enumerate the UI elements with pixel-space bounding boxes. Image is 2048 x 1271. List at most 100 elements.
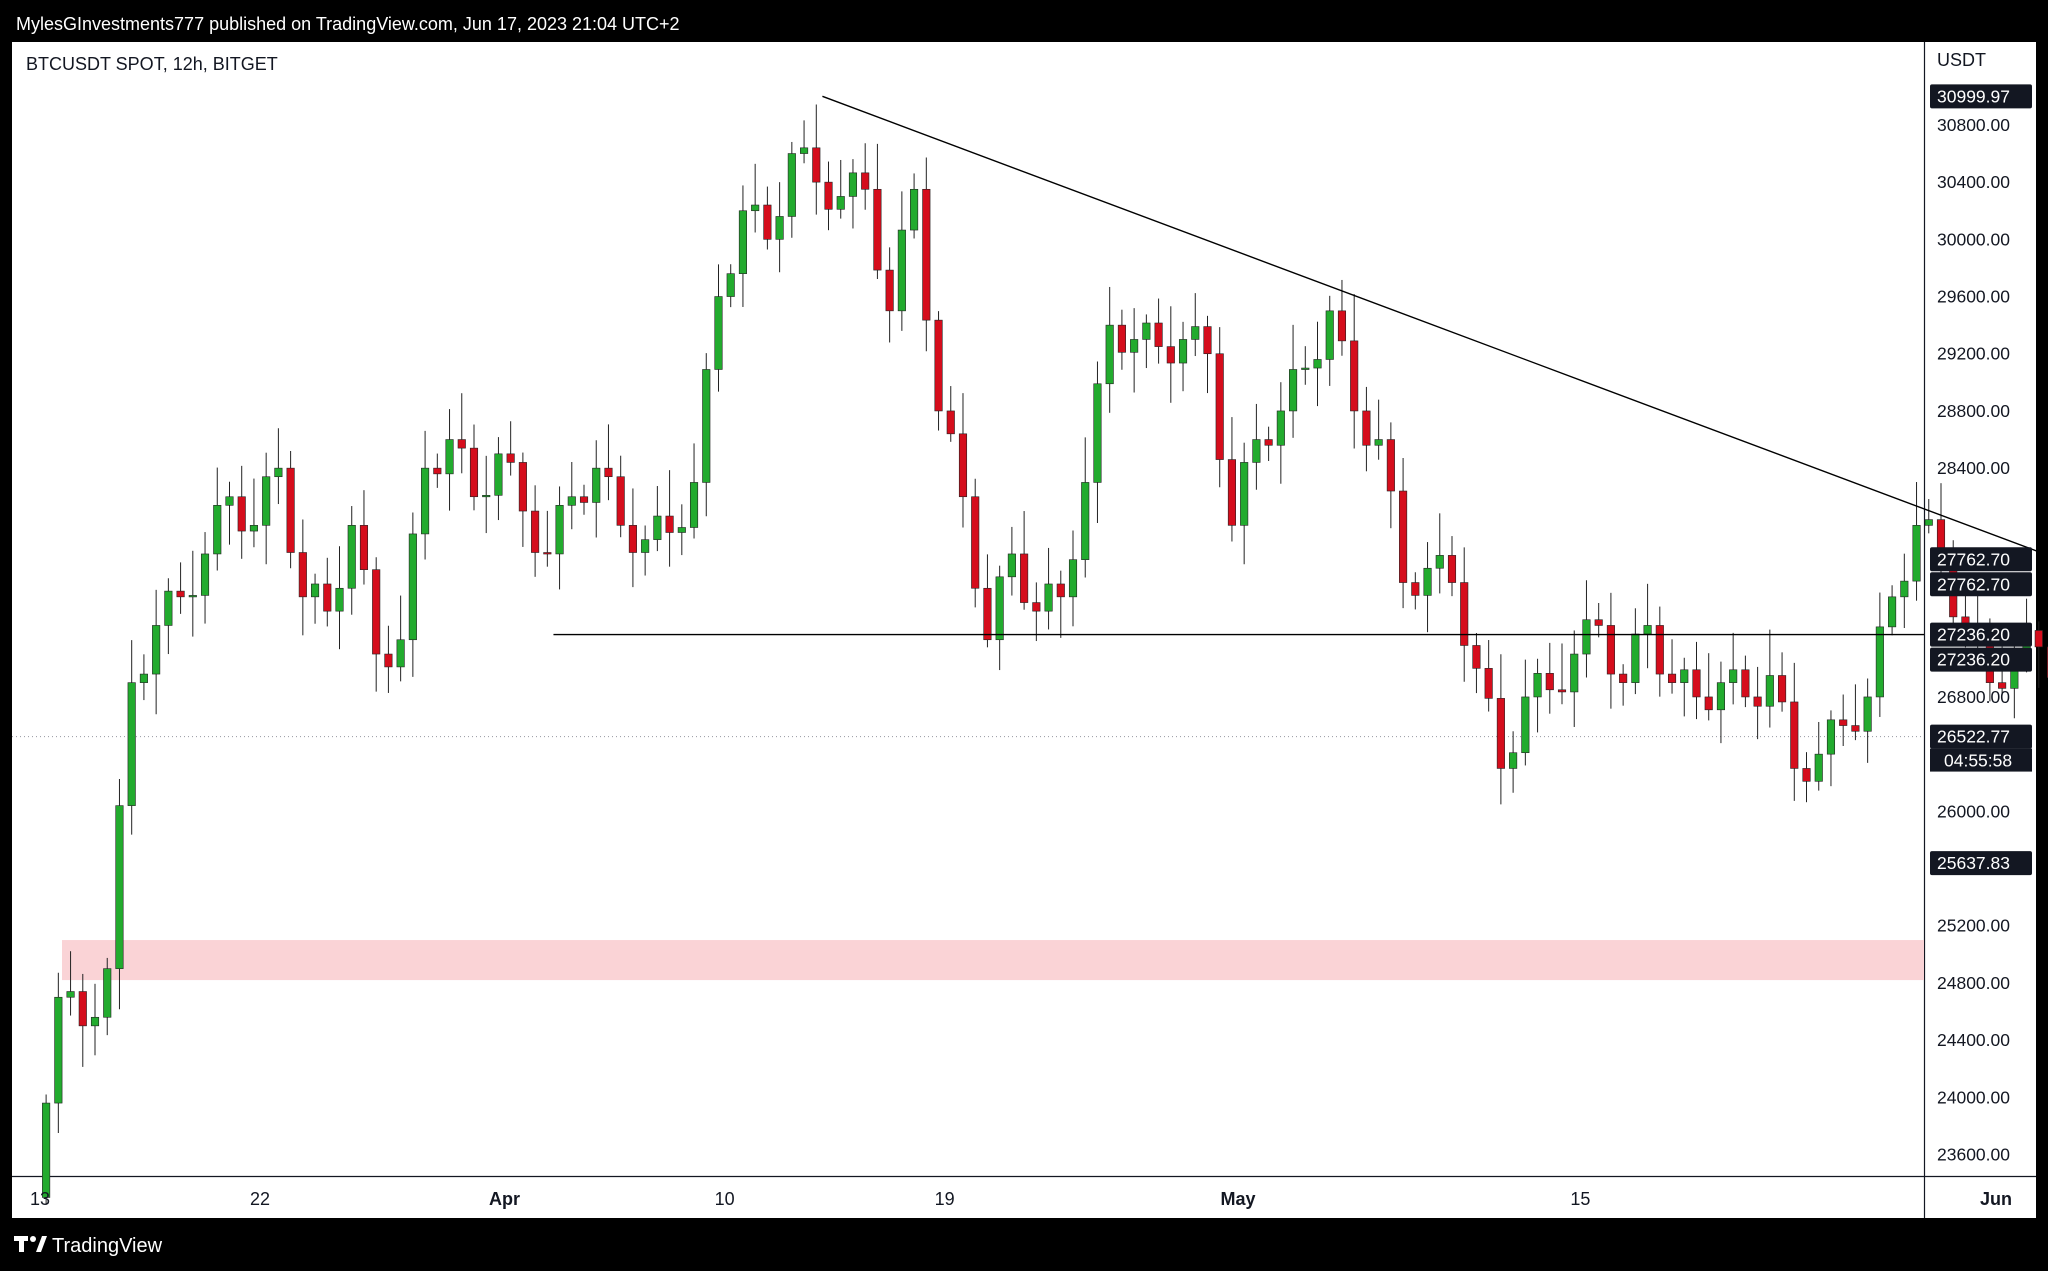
candle xyxy=(323,557,332,627)
candle-body-up xyxy=(1105,324,1114,385)
candle xyxy=(689,443,699,539)
candle xyxy=(787,141,796,238)
price-tick-label: 24000.00 xyxy=(1937,1087,2010,1107)
candle-body-down xyxy=(1460,582,1469,646)
price-label-bg xyxy=(1930,84,2032,109)
candle-body-down xyxy=(1741,669,1750,698)
candle-body-up xyxy=(445,439,454,475)
plot-area xyxy=(12,42,1924,1176)
price-tick-label: 23600.00 xyxy=(1937,1145,2010,1165)
time-axis-panel[interactable] xyxy=(12,1177,1924,1218)
candle-body-down xyxy=(1667,673,1677,683)
candle xyxy=(592,440,601,538)
candle xyxy=(42,1094,51,1205)
candle-body-down xyxy=(1778,675,1787,703)
tradingview-logo-icon[interactable] xyxy=(14,1236,47,1252)
candle xyxy=(1093,361,1102,524)
candle xyxy=(971,478,980,608)
candle-body-up xyxy=(1521,696,1530,754)
footer-brand[interactable]: TradingView xyxy=(52,1235,163,1257)
candle xyxy=(494,437,503,521)
candle xyxy=(531,485,540,577)
candle-body-up xyxy=(66,991,75,998)
candle xyxy=(1289,324,1298,438)
candle xyxy=(1704,653,1713,721)
candle xyxy=(800,120,809,164)
candle-body-down xyxy=(2034,630,2043,648)
candle-body-up xyxy=(751,204,760,212)
candle-body-up xyxy=(848,172,858,197)
candle xyxy=(396,595,405,682)
candle xyxy=(90,983,100,1056)
candle-body-up xyxy=(689,482,699,528)
candle xyxy=(751,163,760,233)
candle xyxy=(103,957,112,1036)
candle xyxy=(836,159,845,219)
candle-body-down xyxy=(359,525,369,570)
candle-body-up xyxy=(775,216,784,240)
candle xyxy=(249,478,258,548)
candle xyxy=(164,578,173,655)
price-label-box: 27236.20 xyxy=(1930,622,2032,647)
candle xyxy=(983,554,992,648)
candle-body-up xyxy=(262,476,271,526)
price-label-text: 27762.70 xyxy=(1937,549,2010,569)
price-label-bg xyxy=(1930,724,2032,749)
candle-body-up xyxy=(1924,519,1933,526)
candle xyxy=(1423,542,1432,633)
candle xyxy=(347,506,356,615)
price-label-box: 30999.97 xyxy=(1930,84,2032,109)
descending-trendline[interactable] xyxy=(822,95,2048,847)
candle xyxy=(677,504,686,556)
candle-body-up xyxy=(1289,369,1298,412)
candle xyxy=(1337,279,1347,356)
candle-body-up xyxy=(1814,753,1823,782)
candle-body-up xyxy=(103,968,112,1018)
candle xyxy=(225,481,234,545)
price-label-text: 26522.77 xyxy=(1937,727,2010,747)
candle-body-up xyxy=(1680,669,1689,683)
candle xyxy=(1374,399,1383,460)
candle-body-up xyxy=(42,1102,51,1198)
candle-body-up xyxy=(311,583,320,598)
candle xyxy=(1240,442,1249,565)
candle-body-up xyxy=(421,467,430,535)
candle xyxy=(1447,536,1457,597)
price-tick-label: 24800.00 xyxy=(1937,973,2010,993)
candle-body-down xyxy=(628,525,637,553)
candle-body-up xyxy=(1729,669,1738,683)
candle xyxy=(1484,640,1493,712)
candle xyxy=(237,465,246,559)
candle-body-down xyxy=(885,269,894,312)
candle xyxy=(1191,293,1200,357)
candle-body-down xyxy=(1998,682,2007,689)
candle-body-down xyxy=(237,496,246,532)
candle xyxy=(1790,662,1799,801)
candle xyxy=(469,424,479,511)
candle-body-down xyxy=(1655,625,1664,675)
candle-body-down xyxy=(1399,490,1408,583)
candle-body-down xyxy=(665,515,674,533)
candle-body-up xyxy=(995,576,1004,641)
candle-body-up xyxy=(115,805,124,969)
candle-body-up xyxy=(1643,625,1652,635)
candle xyxy=(286,450,295,569)
candle xyxy=(1729,632,1738,705)
price-label-bg xyxy=(1930,622,2032,647)
candle-body-down xyxy=(384,653,393,668)
candle-body-down xyxy=(1496,698,1505,769)
candle-body-up xyxy=(1142,322,1151,340)
candle-body-up xyxy=(274,467,283,478)
candle-body-down xyxy=(1020,553,1029,603)
candle-body-down xyxy=(1350,340,1359,412)
candle-body-up xyxy=(555,505,564,555)
countdown-box: 04:55:58 xyxy=(1930,748,2032,772)
candle xyxy=(1606,592,1615,709)
candle xyxy=(1570,630,1579,727)
candle xyxy=(885,247,894,343)
candle-body-up xyxy=(1178,339,1188,364)
candle-body-down xyxy=(1411,582,1420,596)
candle-body-down xyxy=(1753,696,1762,707)
candle-body-up xyxy=(127,682,136,806)
